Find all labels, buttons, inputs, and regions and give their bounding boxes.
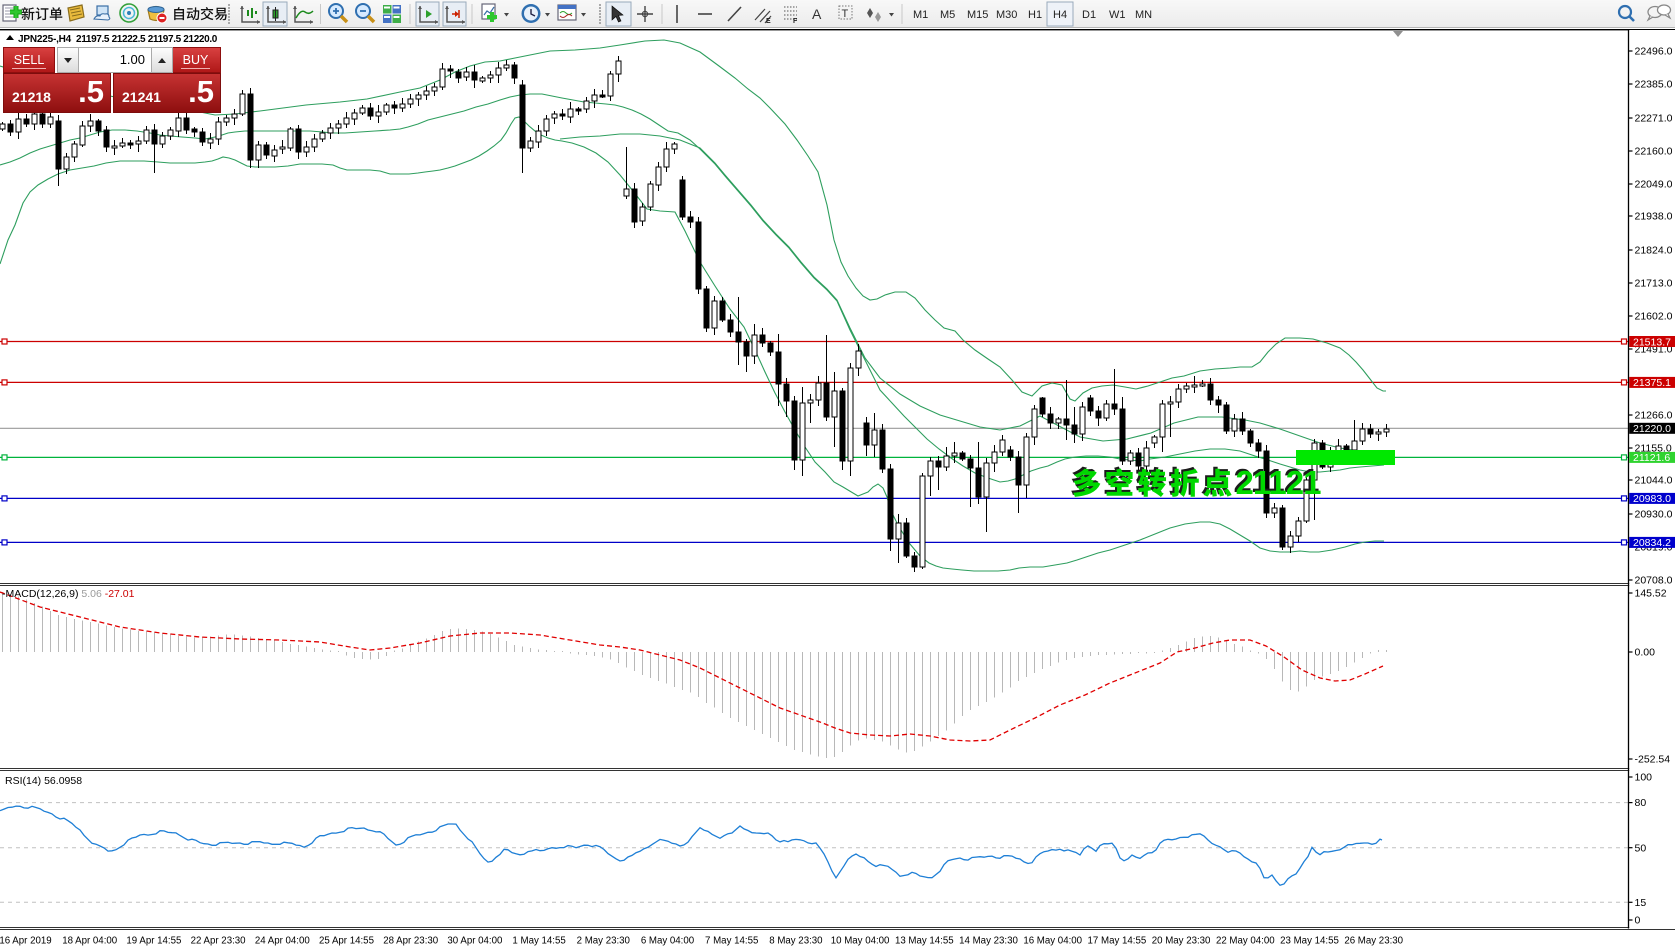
svg-text:2 May 23:30: 2 May 23:30 (577, 936, 631, 947)
svg-text:RSI(14) 56.0958: RSI(14) 56.0958 (5, 775, 82, 787)
svg-text:13 May 14:55: 13 May 14:55 (895, 936, 954, 947)
svg-text:10 May 04:00: 10 May 04:00 (831, 936, 890, 947)
svg-text:21121: 21121 (1234, 462, 1320, 499)
svg-text:21938.0: 21938.0 (1635, 211, 1673, 223)
svg-text:23 May 14:55: 23 May 14:55 (1280, 936, 1339, 947)
svg-text:22496.0: 22496.0 (1635, 46, 1673, 58)
svg-text:20983.0: 20983.0 (1633, 493, 1671, 505)
svg-text:20834.2: 20834.2 (1633, 537, 1671, 549)
svg-text:19 Apr 14:55: 19 Apr 14:55 (126, 936, 181, 947)
svg-text:22385.0: 22385.0 (1635, 79, 1673, 91)
svg-text:100: 100 (1635, 772, 1653, 784)
svg-text:M15: M15 (967, 9, 988, 21)
svg-text:18 Apr 04:00: 18 Apr 04:00 (62, 936, 118, 947)
svg-text:E: E (766, 18, 771, 25)
svg-text:16 May 04:00: 16 May 04:00 (1023, 936, 1082, 947)
svg-text:22160.0: 22160.0 (1635, 146, 1673, 158)
svg-text:21121.6: 21121.6 (1633, 452, 1670, 464)
svg-text:28 Apr 23:30: 28 Apr 23:30 (383, 936, 439, 947)
svg-text:7 May 14:55: 7 May 14:55 (705, 936, 758, 947)
svg-text:8 May 23:30: 8 May 23:30 (769, 936, 823, 947)
svg-text:21197.5 21222.5 21197.5 21220.: 21197.5 21222.5 21197.5 21220.0 (76, 34, 218, 45)
svg-text:24 Apr 04:00: 24 Apr 04:00 (255, 936, 311, 947)
svg-text:20930.0: 20930.0 (1635, 509, 1673, 521)
svg-text:21713.0: 21713.0 (1635, 278, 1673, 290)
svg-text:W1: W1 (1109, 9, 1126, 21)
svg-text:M1: M1 (913, 9, 928, 21)
svg-text:21824.0: 21824.0 (1635, 245, 1673, 257)
svg-text:20708.0: 20708.0 (1635, 575, 1673, 587)
svg-text:80: 80 (1635, 797, 1647, 809)
svg-text:26 May 23:30: 26 May 23:30 (1344, 936, 1403, 947)
svg-text:D1: D1 (1082, 9, 1096, 21)
svg-text:17 May 14:55: 17 May 14:55 (1088, 936, 1147, 947)
svg-text:H1: H1 (1028, 9, 1042, 21)
svg-text:A: A (812, 6, 822, 22)
svg-text:20 May 23:30: 20 May 23:30 (1152, 936, 1211, 947)
svg-text:1 May 14:55: 1 May 14:55 (512, 936, 565, 947)
svg-text:16 Apr 2019: 16 Apr 2019 (0, 936, 52, 947)
svg-text:30 Apr 04:00: 30 Apr 04:00 (447, 936, 503, 947)
svg-text:6 May 04:00: 6 May 04:00 (641, 936, 695, 947)
svg-text:22 Apr 23:30: 22 Apr 23:30 (191, 936, 247, 947)
svg-text:21375.1: 21375.1 (1633, 377, 1671, 389)
svg-text:JPN225-,H4: JPN225-,H4 (18, 34, 72, 45)
svg-text:22271.0: 22271.0 (1635, 113, 1673, 125)
svg-text:-252.54: -252.54 (1635, 754, 1671, 766)
svg-text:21155.0: 21155.0 (1635, 443, 1672, 455)
svg-text:-MACD(12,26,9) 5.06 -27.01: -MACD(12,26,9) 5.06 -27.01 (2, 588, 135, 600)
svg-text:50: 50 (1635, 842, 1647, 854)
svg-text:14 May 23:30: 14 May 23:30 (959, 936, 1018, 947)
svg-text:21220.0: 21220.0 (1633, 423, 1671, 435)
svg-text:21121: 21121 (1236, 464, 1322, 501)
svg-text:25 Apr 14:55: 25 Apr 14:55 (319, 936, 374, 947)
svg-text:15: 15 (1635, 897, 1647, 909)
svg-text:22049.0: 22049.0 (1635, 179, 1673, 191)
svg-text:21513.7: 21513.7 (1633, 336, 1671, 348)
svg-text:21602.0: 21602.0 (1635, 311, 1673, 323)
svg-text:MN: MN (1135, 9, 1152, 21)
svg-text:0.00: 0.00 (1635, 647, 1656, 659)
svg-text:21044.0: 21044.0 (1635, 475, 1673, 487)
svg-text:145.52: 145.52 (1635, 588, 1667, 600)
svg-text:21266.0: 21266.0 (1635, 410, 1673, 422)
svg-text:T: T (842, 8, 849, 20)
svg-text:M30: M30 (996, 9, 1017, 21)
svg-text:22 May 04:00: 22 May 04:00 (1216, 936, 1275, 947)
svg-text:M5: M5 (940, 9, 955, 21)
svg-text:F: F (793, 18, 798, 25)
svg-text:0: 0 (1635, 915, 1641, 927)
svg-text:H4: H4 (1053, 9, 1067, 21)
